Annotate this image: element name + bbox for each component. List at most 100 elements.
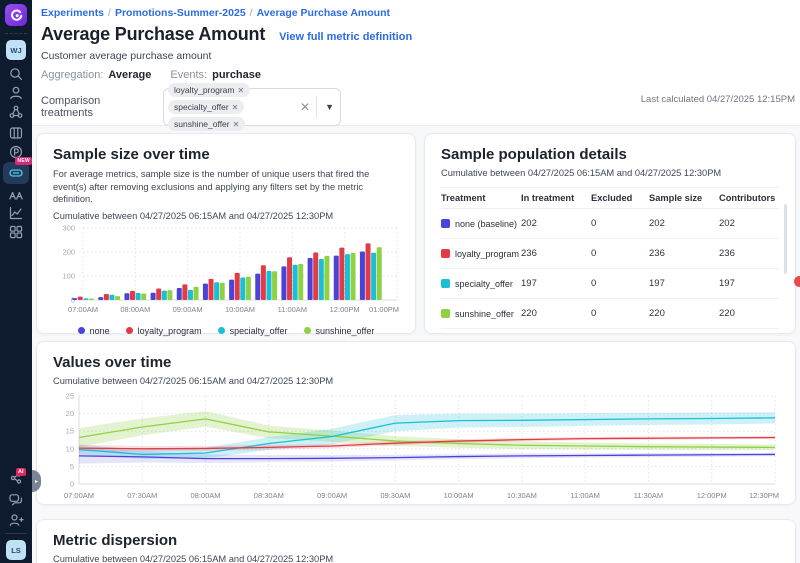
treatment-chip[interactable]: sunshine_offer ✕ (168, 117, 246, 131)
treatment-color-swatch (441, 219, 450, 228)
sample-size-range: Cumulative between 04/27/2025 06:15AM an… (53, 210, 334, 221)
breadcrumb-separator: / (249, 7, 253, 19)
bar (98, 296, 104, 300)
bar (376, 246, 382, 300)
legend-item[interactable]: sunshine_offer (303, 325, 375, 336)
y-axis-label: 15 (66, 427, 74, 436)
table-cell: 202 (719, 218, 735, 229)
x-axis-label: 12:00PM (697, 491, 727, 500)
metrics-chart-icon[interactable] (0, 205, 32, 221)
dashboard-grid-icon[interactable] (0, 224, 32, 240)
bar (135, 292, 141, 300)
treatment-chips: loyalty_program ✕ specialty_offer ✕ sunshine… (164, 80, 296, 134)
treatment-name: none (baseline) (455, 218, 518, 229)
x-axis-label: 07:00AM (68, 305, 98, 314)
ab-experiment-icon[interactable] (0, 187, 32, 203)
x-axis-label: 09:30AM (380, 491, 410, 500)
breadcrumb-experiments[interactable]: Experiments (41, 7, 105, 19)
treatment-cell: loyalty_program (441, 249, 521, 259)
breadcrumb: Experiments / Promotions-Summer-2025/Avera… (41, 7, 795, 20)
bar (130, 290, 136, 300)
bar (88, 298, 94, 300)
table-row: loyalty_program 236 0 236 236 (441, 239, 779, 269)
console-tile-icon (9, 169, 23, 177)
user-avatar[interactable]: LS (6, 540, 26, 560)
chip-remove-icon[interactable]: ✕ (237, 85, 245, 95)
bar (344, 253, 350, 300)
help-chat-icon[interactable] (0, 492, 32, 508)
view-metric-definition-link[interactable]: View full metric definition (279, 31, 413, 43)
treatment-chip-label: sunshine_offer (174, 119, 230, 129)
legend-label: loyalty_program (137, 325, 202, 336)
bar (115, 295, 121, 300)
sidebar: WJ NEW AI LS (0, 0, 32, 563)
legend-item[interactable]: loyalty_program (125, 325, 202, 336)
x-axis-label: 08:30AM (254, 491, 284, 500)
last-calculated: Last calculated 04/27/2025 12:15PM (640, 94, 795, 105)
treatment-cell: sunshine_offer (441, 309, 521, 319)
x-axis-label: 12:00PM (330, 305, 360, 314)
bar (124, 292, 130, 300)
legend-item[interactable]: specialty_offer (217, 326, 288, 336)
y-axis-label: 300 (62, 224, 75, 233)
logo-swirl-icon (11, 9, 23, 21)
statsig-logo-icon[interactable] (5, 4, 27, 26)
table-header-cell: In treatment (521, 193, 575, 203)
invite-user-icon[interactable] (0, 512, 32, 528)
sidebar-divider (5, 533, 27, 534)
x-axis-label: 12:30PM (749, 491, 779, 500)
treatment-color-swatch (441, 249, 450, 258)
chip-remove-icon[interactable]: ✕ (232, 119, 240, 129)
population-table: Treatment In treatment Excluded Sample size… (441, 187, 779, 329)
breadcrumb-experiment-name[interactable]: Promotions-Summer-2025 (114, 7, 246, 19)
table-cell: 220 (649, 308, 665, 319)
breadcrumb-metric-name[interactable]: Average Purchase Amount (256, 7, 391, 19)
y-axis-label: 25 (66, 392, 74, 401)
treatment-name: sunshine_offer (455, 308, 514, 319)
x-axis-label: 10:30AM (507, 491, 537, 500)
treatment-chip[interactable]: loyalty_program ✕ (168, 83, 251, 97)
dispersion-title: Metric dispersion (53, 532, 178, 549)
feedback-tab[interactable] (794, 276, 800, 287)
events-value: purchase (212, 69, 262, 81)
sidebar-collapse-handle[interactable]: ▸ (32, 470, 41, 492)
main-content: Experiments / Promotions-Summer-2025/Avera… (32, 0, 800, 563)
bar (103, 293, 109, 300)
legend-dot (217, 327, 225, 335)
bar (245, 276, 251, 300)
user-icon[interactable] (0, 85, 32, 101)
treatment-name: loyalty_program (455, 248, 520, 259)
workspace-avatar[interactable]: WJ (6, 40, 26, 60)
bar (365, 243, 371, 300)
new-badge: NEW (15, 157, 32, 165)
treatment-multiselect[interactable]: loyalty_program ✕ specialty_offer ✕ sunshine… (163, 83, 341, 131)
feature-gates-icon[interactable] (0, 104, 32, 120)
table-cell: 220 (719, 308, 735, 319)
legend-dot (125, 327, 133, 335)
console-active-item[interactable] (3, 162, 29, 184)
search-icon[interactable] (0, 66, 32, 82)
table-scrollbar[interactable] (784, 204, 787, 274)
y-axis-label: 200 (62, 247, 75, 256)
columns-icon[interactable] (0, 125, 32, 141)
bar (167, 289, 173, 300)
chip-remove-icon[interactable]: ✕ (231, 102, 239, 112)
x-axis-label: 08:00AM (120, 305, 150, 314)
bar (182, 284, 188, 300)
chevron-down-icon[interactable]: ▼ (325, 102, 334, 112)
legend-label: sunshine_offer (315, 325, 375, 336)
bar (150, 292, 156, 300)
x-axis-label: 10:00AM (444, 491, 474, 500)
ai-badge: AI (16, 468, 26, 476)
aggregation-value: Average (108, 69, 152, 81)
clear-selection-icon[interactable]: ✕ (300, 100, 311, 114)
y-axis-label: 20 (66, 409, 74, 418)
legend-item[interactable]: none (77, 326, 110, 336)
table-cell: 236 (521, 248, 537, 259)
series-line (78, 453, 776, 460)
sample-size-description: For average metrics, sample size is the … (53, 169, 370, 205)
treatment-chip[interactable]: specialty_offer ✕ (168, 100, 245, 114)
table-row: none (baseline) 202 0 202 202 (441, 209, 779, 239)
bar (176, 287, 182, 300)
table-header-cell: Treatment (441, 193, 486, 203)
